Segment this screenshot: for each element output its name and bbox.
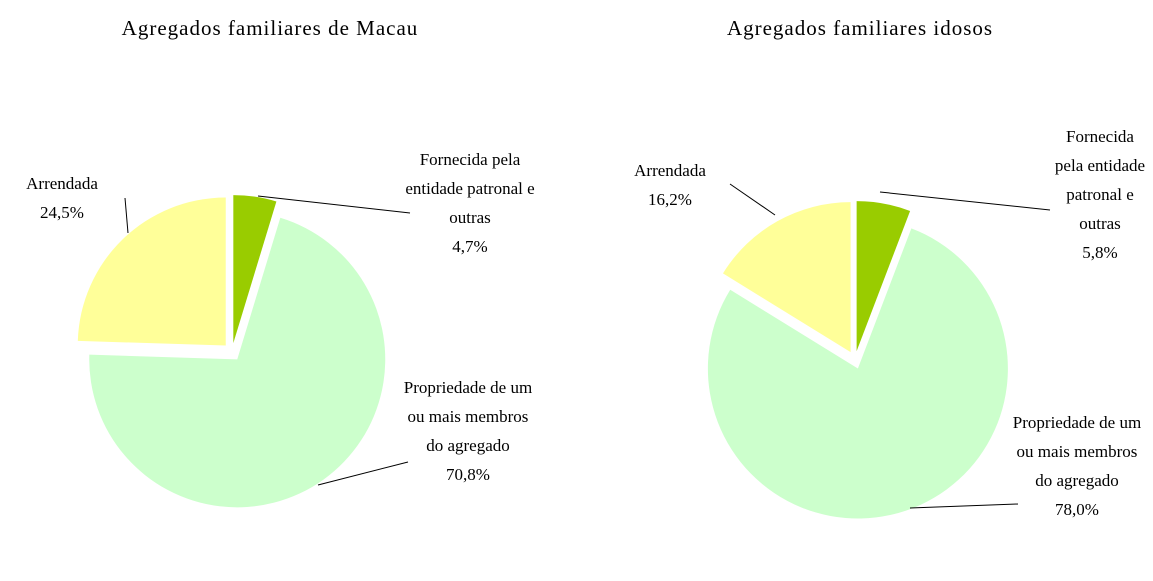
- category-label: Fornecida pela entidade patronal e outra…: [1054, 127, 1146, 233]
- slice-label: Propriedade de um ou mais membros do agr…: [1012, 408, 1142, 524]
- leader-line: [729, 183, 776, 216]
- leader-line: [124, 197, 129, 234]
- value-label: 5,8%: [1082, 243, 1118, 262]
- value-label: 24,5%: [40, 203, 84, 222]
- category-label: Propriedade de um ou mais membros do agr…: [403, 378, 533, 455]
- pie-slice: [722, 202, 851, 353]
- value-label: 4,7%: [452, 237, 488, 256]
- leader-line: [317, 461, 409, 486]
- category-label: Propriedade de um ou mais membros do agr…: [1012, 413, 1142, 490]
- leader-line: [257, 195, 411, 214]
- leader-line: [879, 191, 1051, 211]
- value-label: 78,0%: [1055, 500, 1099, 519]
- slice-label: Fornecida pela entidade patronal e outra…: [1050, 122, 1150, 267]
- category-label: Arrendada: [634, 161, 706, 180]
- pie-slice: [233, 195, 277, 344]
- slice-label: Propriedade de um ou mais membros do agr…: [398, 373, 538, 489]
- chart-title: Agregados familiares idosos: [726, 16, 994, 40]
- pie-slice: [77, 197, 226, 346]
- value-label: 70,8%: [446, 465, 490, 484]
- leader-line: [909, 503, 1019, 509]
- pie-slice: [707, 228, 1008, 519]
- category-label: Fornecida pela entidade patronal e outra…: [405, 150, 535, 227]
- value-label: 16,2%: [648, 190, 692, 209]
- category-label: Arrendada: [26, 174, 98, 193]
- slice-label: Fornecida pela entidade patronal e outra…: [400, 145, 540, 261]
- slice-label: Arrendada 16,2%: [610, 156, 730, 214]
- slice-label: Arrendada 24,5%: [2, 169, 122, 227]
- pie-slice: [856, 201, 911, 352]
- chart-title: Agregados familiares de Macau: [121, 16, 419, 40]
- pie-slice: [89, 217, 386, 508]
